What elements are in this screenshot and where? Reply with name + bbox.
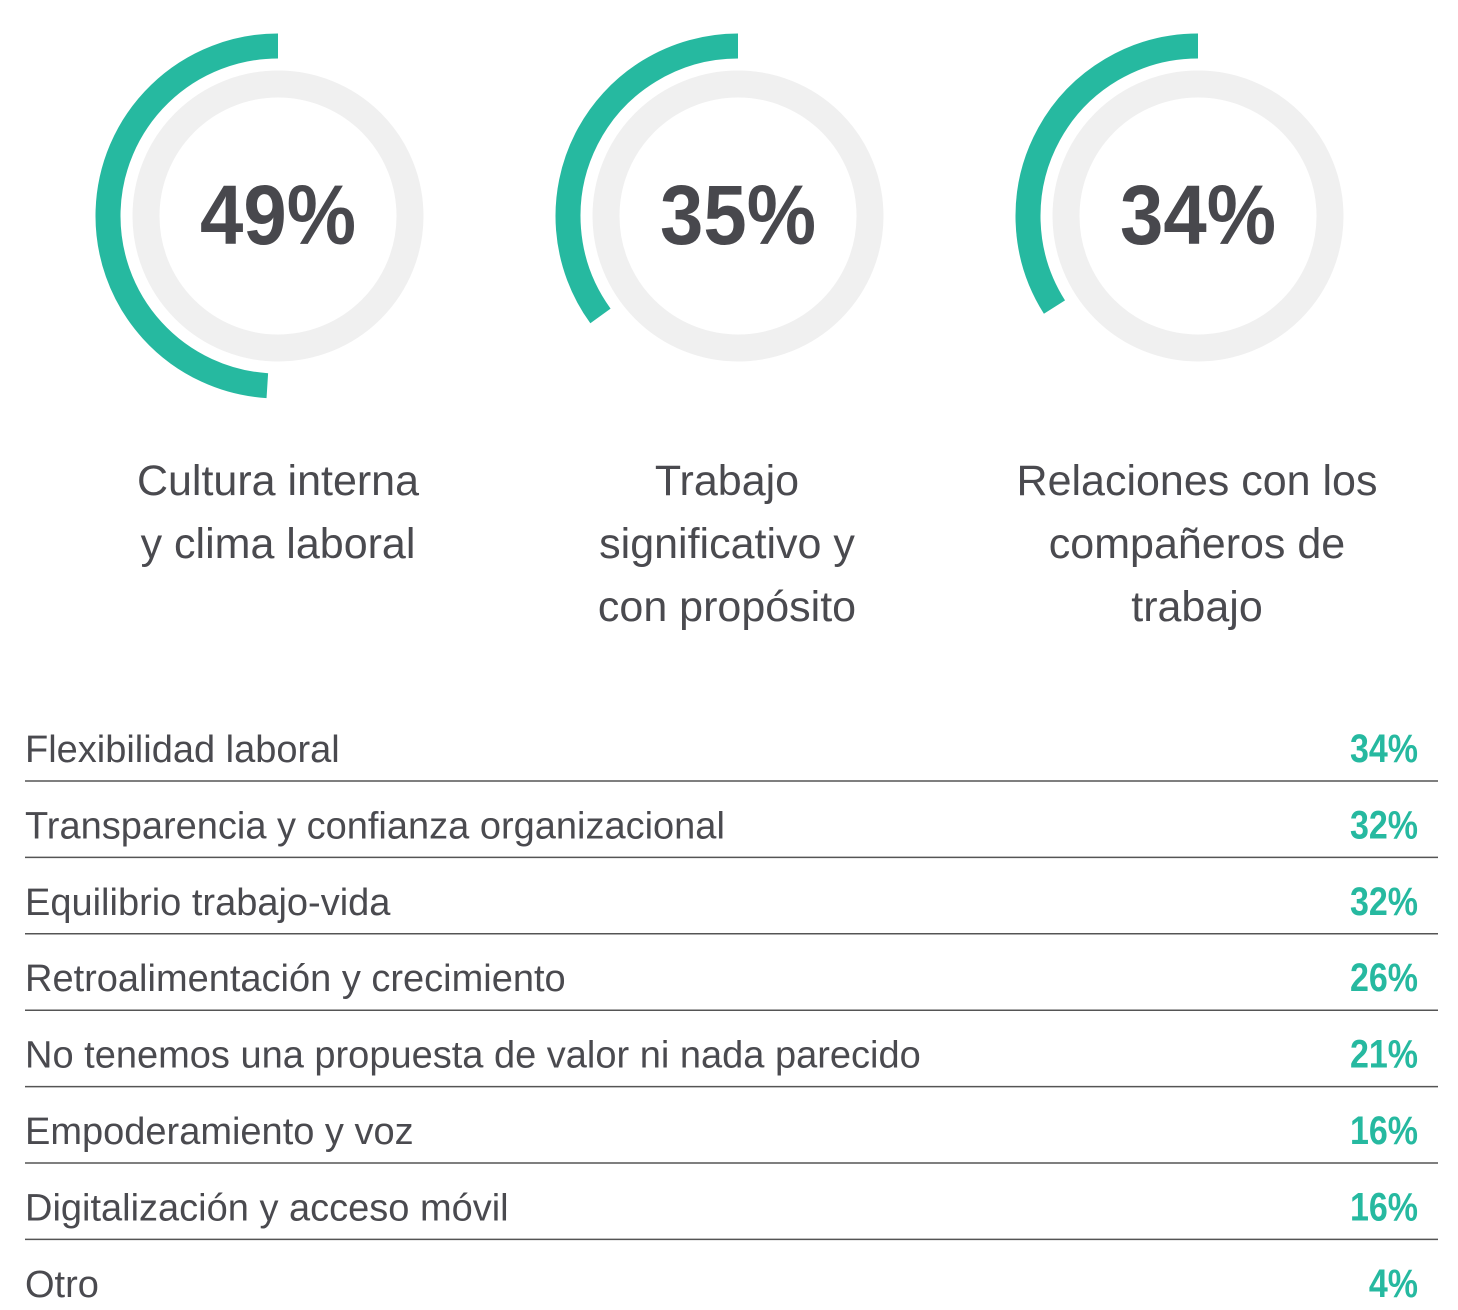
gauge-track — [592, 70, 884, 362]
gauge-track — [1052, 70, 1344, 362]
row-label: Equilibrio trabajo-vida — [25, 882, 391, 924]
gauge-track — [132, 70, 424, 362]
row-value: 16% — [1350, 1107, 1418, 1152]
row-label: Otro — [25, 1264, 99, 1306]
gauge-label: Trabajo significativo y con propósito — [597, 457, 857, 631]
row-value: 34% — [1350, 725, 1418, 770]
gauge-arc — [1015, 33, 1199, 314]
row-value: 32% — [1350, 878, 1418, 923]
row-value: 21% — [1350, 1031, 1418, 1076]
gauge-arc — [555, 33, 739, 324]
row-label: Empoderamiento y voz — [25, 1111, 414, 1153]
gauge-label: Relaciones con los compañeros de trabajo — [1016, 457, 1378, 631]
gauge-value: 35% — [660, 168, 816, 262]
gauge-value: 49% — [200, 168, 356, 262]
gauge-label: Cultura interna y clima laboral — [136, 457, 420, 568]
gauge-value: 34% — [1120, 168, 1276, 262]
row-label: Digitalización y acceso móvil — [25, 1187, 509, 1229]
row-label: Transparencia y confianza organizacional — [25, 805, 725, 847]
row-value: 16% — [1350, 1184, 1418, 1229]
row-value: 4% — [1369, 1260, 1418, 1305]
gauge-arc — [95, 33, 279, 399]
row-value: 26% — [1350, 955, 1418, 1000]
row-value: 32% — [1350, 802, 1418, 847]
row-label: No tenemos una propuesta de valor ni nad… — [25, 1035, 921, 1077]
row-label: Retroalimentación y crecimiento — [25, 958, 566, 1000]
row-label: Flexibilidad laboral — [25, 729, 340, 771]
